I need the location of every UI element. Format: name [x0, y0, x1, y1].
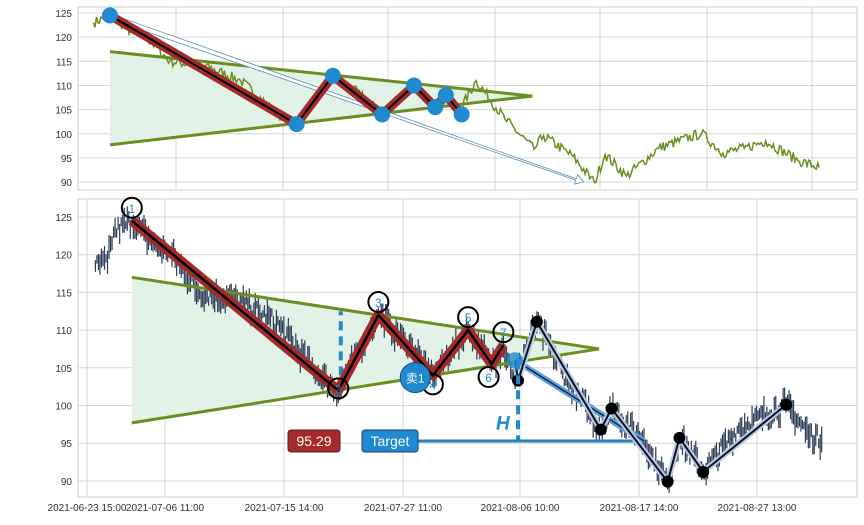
top-y-tick: 110 [56, 81, 72, 92]
target-badge [361, 429, 419, 453]
target-label: Target [371, 433, 410, 449]
top-pivot-dot [437, 87, 454, 104]
pivot-circle [327, 377, 350, 400]
top-pivot-dot [453, 106, 470, 123]
pivot-circle [492, 321, 515, 344]
bottom-y-tick: 125 [55, 213, 72, 224]
top-y-tick: 125 [55, 9, 72, 20]
pivot-label: 2 [335, 382, 342, 396]
top-trend-arrow [108, 13, 585, 185]
bottom-y-tick: 115 [56, 288, 72, 299]
pivot-circle [120, 196, 143, 219]
bottom-y-tick: 105 [55, 364, 72, 375]
x-tick: 2021-08-17 14:00 [600, 503, 679, 514]
top-y-tick: 115 [56, 57, 72, 68]
projection-dot [594, 423, 607, 436]
pivot-label: 6 [485, 371, 492, 385]
projection-dot [605, 402, 618, 415]
top-pivot-dot [288, 116, 305, 133]
pivot-circle [477, 366, 500, 389]
projection-dot [530, 315, 543, 328]
x-tick: 2021-07-27 11:00 [364, 503, 443, 514]
pivot-label: 3 [375, 296, 382, 310]
pivot-circle [367, 291, 390, 314]
bottom-y-tick: 95 [61, 439, 73, 450]
top-y-tick: 100 [55, 130, 72, 141]
top-triangle-lower [109, 94, 533, 147]
height-label: H [496, 414, 511, 435]
x-tick: 2021-08-27 13:00 [718, 503, 797, 514]
bottom-y-tick: 120 [55, 251, 72, 262]
target-value: 95.29 [296, 433, 331, 449]
projection-dot [673, 431, 686, 444]
pivot-label: 7 [500, 326, 507, 340]
top-y-tick: 95 [61, 154, 73, 165]
x-tick: 2021-07-15 14:00 [245, 503, 324, 514]
top-pivot-dot [324, 67, 341, 84]
projection-dot [780, 398, 793, 411]
top-pivot-dot [101, 7, 118, 24]
x-tick: 2021-07-06 11:00 [126, 503, 205, 514]
pivot-label: 5 [465, 311, 472, 325]
breakout-dot [507, 352, 524, 369]
bottom-y-tick: 100 [55, 402, 72, 413]
projection-dot [697, 465, 710, 478]
pivot-label: 1 [128, 202, 135, 216]
pivot-label: 4 [430, 378, 437, 392]
x-tick: 2021-08-06 10:00 [481, 503, 560, 514]
target-value-badge [287, 429, 341, 453]
bottom-y-tick: 90 [61, 477, 73, 488]
x-tick: 2021-06-23 15:00 [48, 503, 127, 514]
top-pivot-dot [374, 106, 391, 123]
sell-signal-marker [399, 362, 431, 394]
top-pivot-dot [427, 99, 444, 116]
projection-dot [661, 475, 674, 488]
bottom-y-tick: 110 [56, 326, 72, 337]
sell-signal-label: 卖1 [406, 372, 425, 386]
top-y-tick: 90 [61, 178, 73, 189]
top-pivot-dot [405, 77, 422, 94]
pivot-circle [457, 306, 480, 329]
top-y-tick: 120 [55, 33, 72, 44]
top-y-tick: 105 [55, 106, 72, 117]
